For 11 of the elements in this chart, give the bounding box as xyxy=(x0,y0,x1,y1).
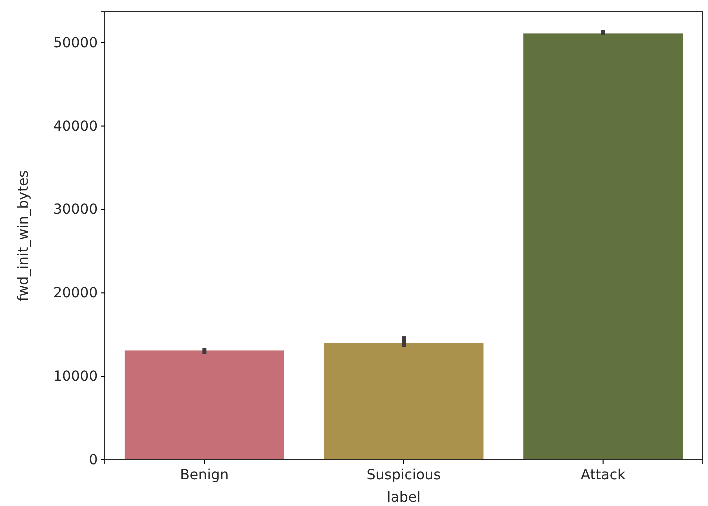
x-axis-title: label xyxy=(387,490,421,506)
y-tick-label: 40000 xyxy=(53,118,98,135)
y-tick-label: 30000 xyxy=(53,202,98,218)
y-axis-title: fwd_init_win_bytes xyxy=(16,170,32,302)
y-tick-label: 0 xyxy=(89,452,98,468)
y-tick-label: 50000 xyxy=(53,35,98,52)
x-tick-label: Benign xyxy=(180,468,230,484)
x-tick-label: Suspicious xyxy=(366,468,442,484)
y-tick-label: 10000 xyxy=(53,369,98,386)
y-tick-label: 20000 xyxy=(53,286,98,302)
x-tick-label: Attack xyxy=(580,468,627,484)
